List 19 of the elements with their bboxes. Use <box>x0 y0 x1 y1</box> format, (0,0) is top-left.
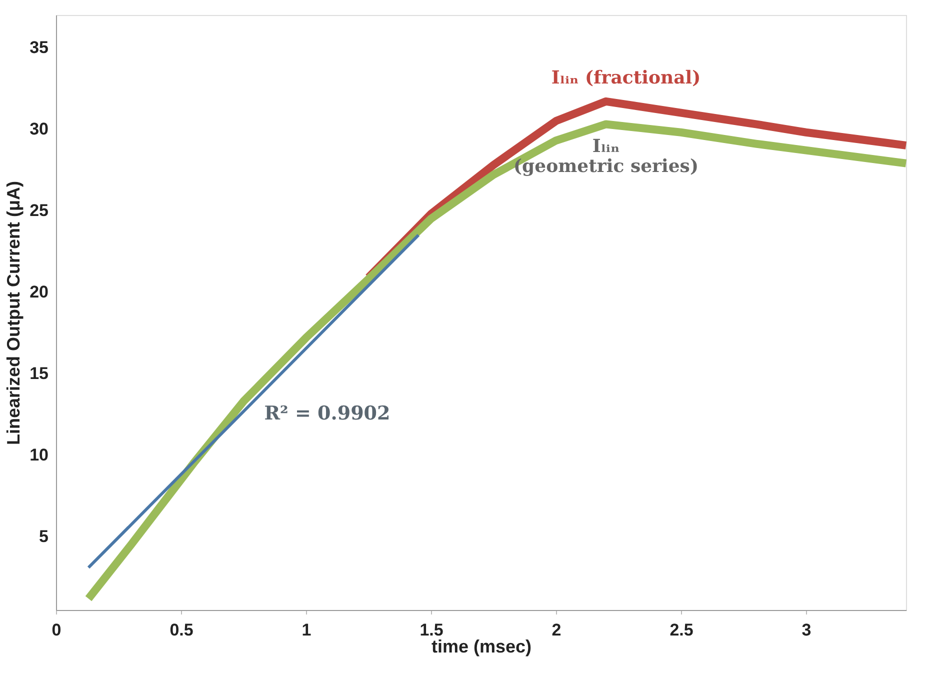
x-tick-label: 2.5 <box>670 620 694 640</box>
series-label: Iₗᵢₙ (fractional) <box>551 67 701 88</box>
series-label: Iₗᵢₙ (geometric series) <box>514 136 698 178</box>
x-tick-label: 2 <box>552 620 562 640</box>
y-tick-label: 30 <box>30 120 48 139</box>
x-tick-label: 0.5 <box>170 620 194 640</box>
y-tick-label: 20 <box>30 282 48 302</box>
y-tick-label: 15 <box>30 364 48 384</box>
y-tick-label: 10 <box>30 446 48 465</box>
y-tick-label: 35 <box>30 38 48 58</box>
x-tick-label: 1 <box>302 620 312 640</box>
y-tick-label: 5 <box>39 527 48 546</box>
x-axis-title: time (msec) <box>431 636 532 656</box>
y-axis-title: Linearized Output Current (μA) <box>4 180 24 446</box>
x-tick-label: 0 <box>52 620 62 640</box>
annotation: R² = 0.9902 <box>264 402 390 425</box>
y-tick-label: 25 <box>30 201 48 220</box>
x-tick-label: 1.5 <box>420 620 444 640</box>
x-tick-label: 3 <box>802 620 812 640</box>
